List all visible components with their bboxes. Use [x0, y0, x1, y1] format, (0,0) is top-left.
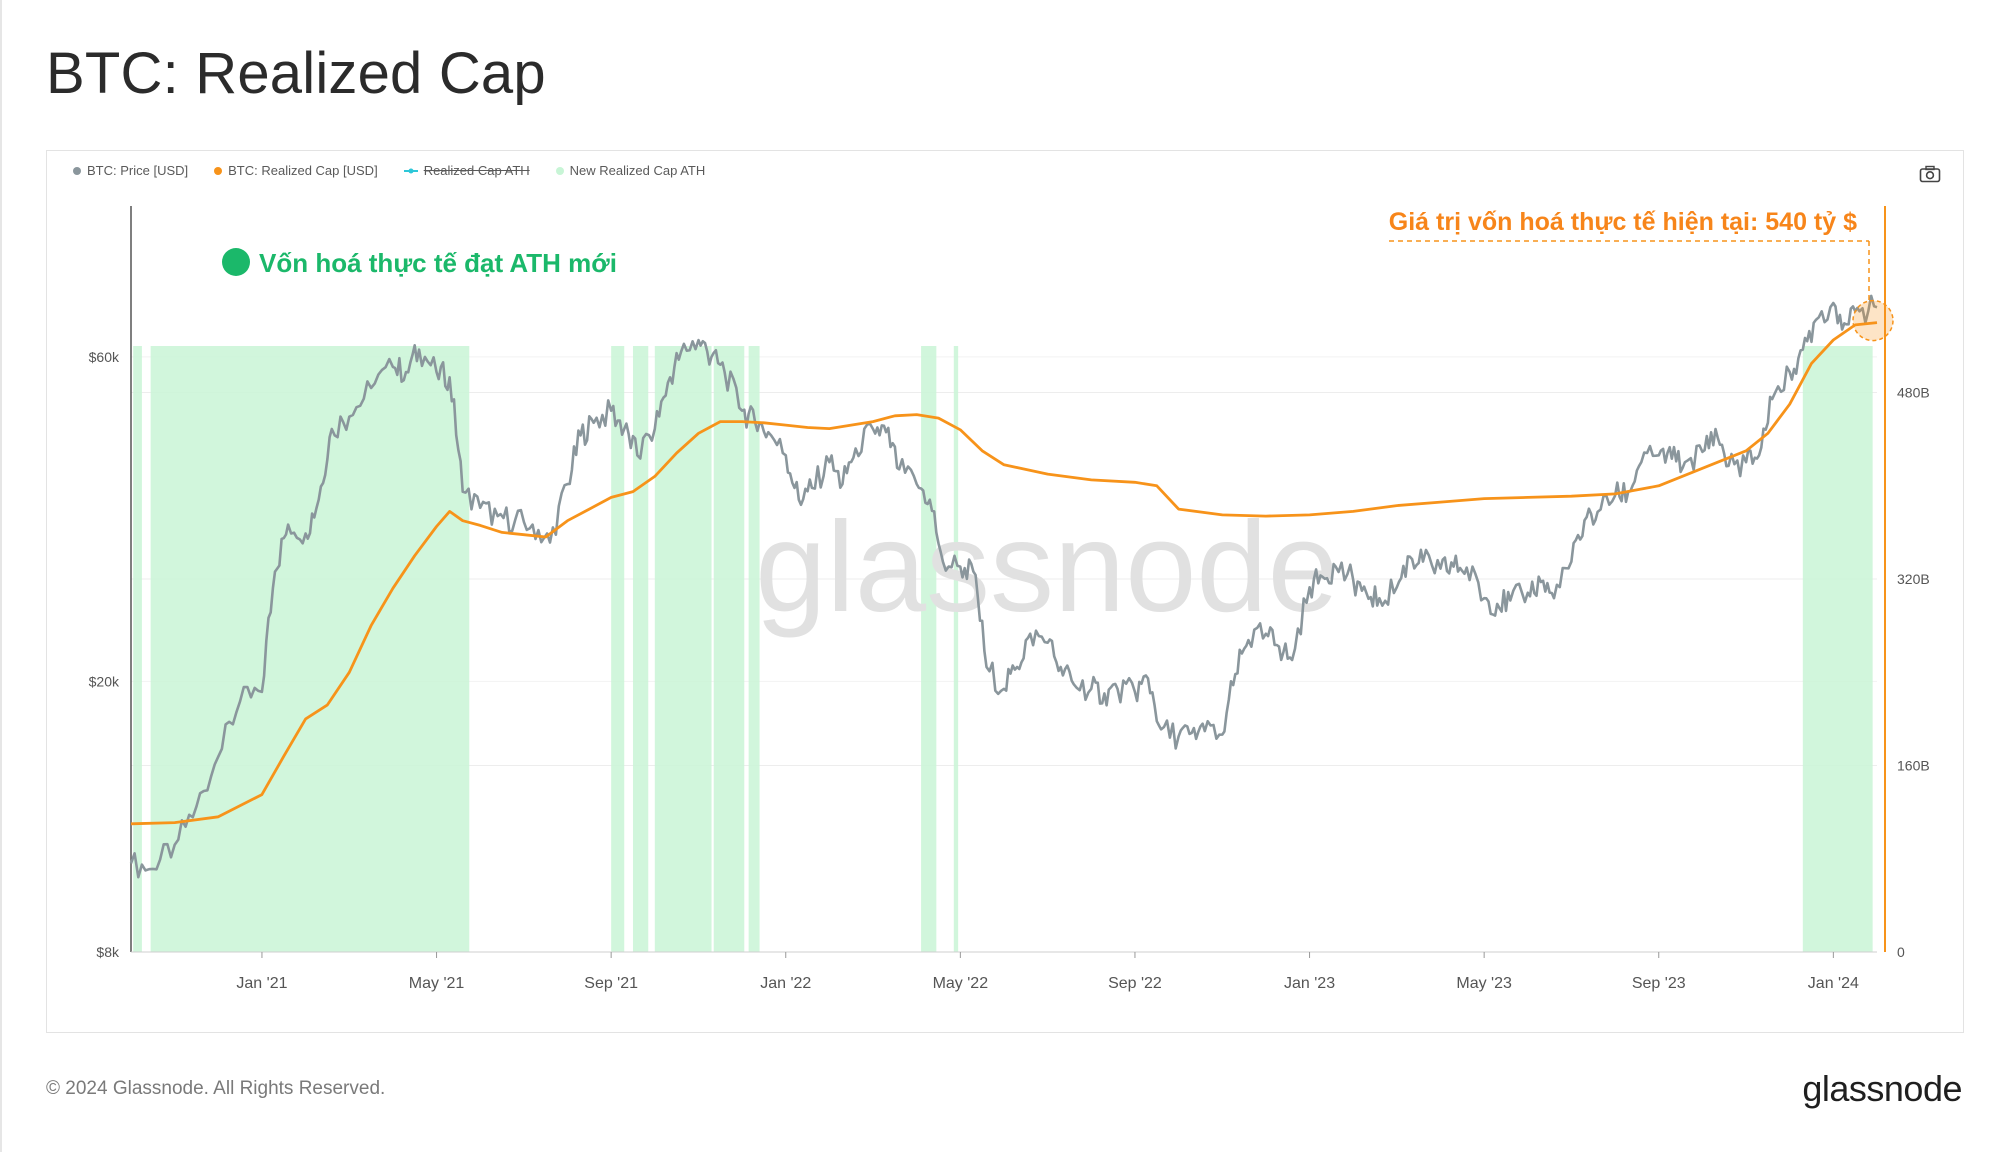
legend-item-price[interactable]: BTC: Price [USD] [73, 163, 188, 178]
chart-legend: BTC: Price [USD] BTC: Realized Cap [USD]… [73, 163, 705, 178]
y-left-tick-label: $8k [96, 944, 120, 960]
legend-dot-realized-cap [214, 166, 223, 175]
legend-item-realized-cap-ath[interactable]: Realized Cap ATH [403, 163, 530, 178]
chart-container: BTC: Price [USD] BTC: Realized Cap [USD]… [46, 150, 1964, 1033]
ath-region [611, 346, 625, 952]
ath-region [748, 346, 760, 952]
ath-note-marker-icon [222, 248, 250, 276]
footer-logo[interactable]: glassnode [1802, 1068, 1962, 1109]
ath-region [921, 346, 937, 952]
x-tick-label: Jan '24 [1808, 975, 1859, 992]
y-right-tick-label: 480B [1897, 385, 1930, 401]
legend-dot-price [73, 166, 81, 175]
x-tick-label: May '23 [1456, 975, 1512, 992]
x-tick-label: Sep '23 [1632, 975, 1686, 992]
annotation-layer: Vốn hoá thực tế đạt ATH mới Giá trị vốn … [222, 208, 1894, 342]
page-title: BTC: Realized Cap [46, 41, 546, 106]
x-tick-label: Jan '22 [760, 975, 811, 992]
realized-cap-series-line [130, 321, 1878, 826]
x-tick-label: Sep '21 [584, 975, 638, 992]
legend-label-realized-cap-ath: Realized Cap ATH [423, 163, 530, 178]
y-left-tick-label: $20k [89, 673, 120, 689]
camera-icon[interactable] [1919, 165, 1941, 183]
chart-plot: glassnode $8k $20k $60k 0 160B 320B 480B Jan '2… [89, 206, 1930, 992]
current-value-note: Giá trị vốn hoá thực tế hiện tại: 540 tỷ… [1389, 208, 1857, 236]
legend-label-price: BTC: Price [USD] [87, 163, 189, 178]
x-tick-label: Sep '22 [1108, 975, 1162, 992]
ath-region [953, 346, 959, 952]
y-right-tick-label: 0 [1897, 944, 1905, 960]
ath-region [133, 346, 142, 952]
x-tick-label: May '21 [409, 975, 465, 992]
ath-region [1802, 346, 1873, 952]
x-tick-label: May '22 [933, 975, 989, 992]
legend-dot-new-ath [555, 166, 564, 175]
x-tick-label: Jan '23 [1284, 975, 1335, 992]
ath-region [632, 346, 649, 952]
ath-region [713, 346, 745, 952]
legend-line-ath-icon [403, 168, 418, 173]
y-left-tick-label: $60k [89, 349, 120, 365]
ath-region [150, 346, 470, 952]
ath-region [654, 346, 712, 952]
legend-label-realized-cap: BTC: Realized Cap [USD] [228, 163, 378, 178]
ath-regions-layer [133, 346, 1873, 952]
axis-layer: $8k $20k $60k 0 160B 320B 480B Jan '21 May '21 Se… [89, 206, 1930, 992]
ath-note-text: Vốn hoá thực tế đạt ATH mới [259, 248, 617, 278]
legend-item-new-ath[interactable]: New Realized Cap ATH [555, 163, 706, 178]
legend-label-new-ath: New Realized Cap ATH [569, 163, 706, 178]
price-series-line [129, 294, 1878, 879]
watermark-text: glassnode [755, 496, 1339, 639]
footer-copyright: © 2024 Glassnode. All Rights Reserved. [46, 1078, 386, 1099]
x-tick-label: Jan '21 [236, 975, 287, 992]
series-layer [129, 294, 1878, 879]
y-right-tick-label: 320B [1897, 571, 1930, 587]
legend-item-realized-cap[interactable]: BTC: Realized Cap [USD] [214, 163, 378, 178]
current-value-highlight [1852, 299, 1894, 342]
y-right-tick-label: 160B [1897, 758, 1930, 774]
